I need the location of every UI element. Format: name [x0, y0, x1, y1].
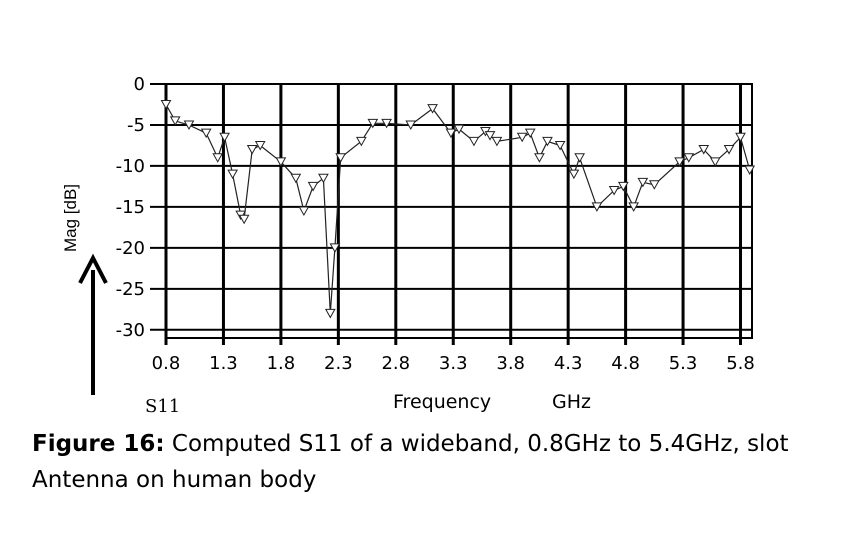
x-tick-label: 2.3	[324, 353, 353, 374]
series-line	[165, 104, 751, 314]
x-tick-label: 1.3	[209, 353, 238, 374]
x-tick-label: 3.8	[496, 353, 525, 374]
y-tick-labels: 0 -5 -10 -15 -20 -25 -30	[116, 74, 145, 341]
data-point-marker	[219, 132, 230, 143]
y-axis-label: Mag [dB]	[61, 184, 80, 252]
y-tick-label: -30	[116, 320, 145, 341]
x-tick-label: 4.3	[554, 353, 583, 374]
data-point-marker	[355, 136, 367, 147]
series-label: S11	[145, 396, 180, 417]
data-point-marker	[491, 136, 503, 147]
x-tick-label: 3.3	[439, 353, 468, 374]
data-point-marker	[628, 202, 640, 212]
data-point-marker	[698, 145, 710, 155]
data-point-marker	[554, 140, 566, 151]
data-point-marker	[617, 181, 629, 192]
x-tick-label: 5.3	[669, 353, 698, 374]
data-point-marker	[674, 157, 685, 167]
data-point-marker	[290, 173, 302, 184]
y-tick-label: -20	[116, 238, 145, 259]
data-point-marker	[648, 180, 660, 190]
data-point-marker	[735, 132, 746, 143]
data-point-marker	[524, 128, 536, 139]
data-point-marker	[468, 136, 480, 147]
x-tick-label: 0.8	[152, 353, 181, 374]
x-tick-label: 4.8	[611, 353, 640, 374]
data-point-marker	[307, 181, 319, 192]
data-point-marker	[227, 169, 238, 180]
data-point-marker	[183, 120, 195, 130]
x-axis-label: Frequency	[393, 391, 491, 413]
data-point-marker	[427, 104, 438, 114]
y-tick-label: -15	[116, 197, 145, 218]
x-tick-labels: 0.8 1.3 1.8 2.3 2.8 3.3 3.8 4.3 4.8 5.3 5.8	[152, 353, 755, 374]
data-point-marker	[160, 99, 172, 110]
data-point-marker	[367, 118, 379, 129]
y-tick-label: 0	[134, 74, 145, 95]
data-point-marker	[169, 116, 181, 126]
y-tick-label: -25	[116, 279, 145, 300]
data-point-marker	[212, 153, 224, 163]
data-point-marker	[608, 186, 620, 196]
data-point-marker	[200, 128, 212, 139]
caption-text: Computed S11 of a wideband, 0.8GHz to 5.…	[32, 431, 789, 493]
data-point-marker	[335, 153, 347, 163]
up-arrow-icon	[78, 253, 108, 395]
data-point-marker	[574, 153, 586, 163]
data-point-marker	[516, 132, 528, 143]
s11-chart: 0 -5 -10 -15 -20 -25 -30 0.8 1.3 1.8 2.3 2.8 3.3 3.8…	[61, 74, 756, 417]
data-point-marker	[254, 140, 266, 151]
data-point-marker	[445, 128, 457, 139]
y-tick-label: -5	[127, 115, 145, 136]
data-point-marker	[275, 157, 287, 167]
caption-label: Figure 16:	[32, 431, 165, 457]
x-tick-label: 2.8	[381, 353, 410, 374]
data-point-marker	[246, 145, 258, 155]
data-point-marker	[329, 243, 341, 253]
y-tick-label: -10	[116, 156, 145, 177]
plot-frame	[165, 83, 753, 339]
data-point-marker	[542, 136, 553, 147]
figure-caption: Figure 16: Computed S11 of a wideband, 0…	[32, 426, 847, 498]
data-point-marker	[709, 157, 721, 167]
x-tick-label: 1.8	[267, 353, 296, 374]
data-point-marker	[723, 145, 735, 155]
data-point-marker	[683, 153, 695, 163]
x-axis-unit: GHz	[552, 391, 591, 413]
s11-series	[160, 99, 756, 319]
data-point-marker	[298, 206, 310, 217]
data-point-marker	[568, 169, 580, 180]
data-point-marker	[318, 173, 329, 184]
data-point-marker	[453, 124, 465, 135]
x-tick-label: 5.8	[726, 353, 755, 374]
data-point-marker	[324, 308, 336, 319]
data-point-marker	[381, 118, 392, 129]
data-point-marker	[484, 131, 496, 141]
data-point-marker	[744, 165, 756, 176]
data-point-marker	[591, 202, 603, 212]
grid	[150, 83, 753, 345]
data-point-marker	[534, 153, 545, 163]
data-point-marker	[405, 120, 417, 130]
data-point-marker	[637, 177, 649, 188]
data-point-marker	[238, 214, 250, 225]
